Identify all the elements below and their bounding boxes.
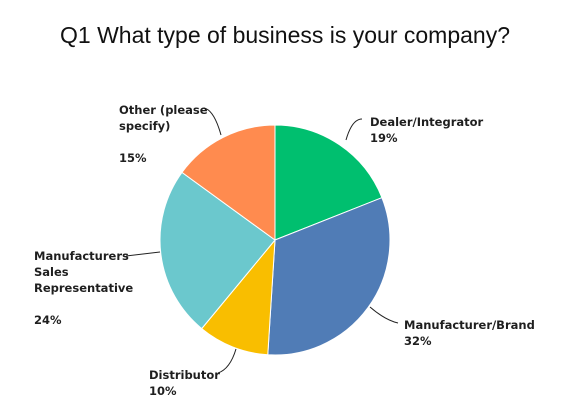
pie-slice-distributor bbox=[200, 238, 276, 356]
pie-slice-manufacturer-brand bbox=[267, 197, 391, 356]
slice-label-line: Distributor bbox=[149, 368, 220, 382]
leader-line-manufacturer-brand bbox=[369, 306, 399, 324]
slice-label-line: Representative bbox=[34, 281, 133, 295]
slice-label-other-please-specify: Other (please specify) 15% bbox=[119, 103, 208, 165]
leader-line-distributor bbox=[217, 348, 237, 374]
slice-label-distributor: Distributor 10% bbox=[149, 368, 220, 398]
slice-label-line: Dealer/Integrator bbox=[370, 115, 484, 129]
leader-lines bbox=[125, 107, 399, 374]
slice-label-line: specify) bbox=[119, 119, 170, 133]
slice-percent-label: 10% bbox=[149, 384, 177, 398]
leader-line-other-please-specify bbox=[203, 107, 222, 136]
slice-label-line: Sales bbox=[34, 265, 69, 279]
leader-line-manufacturers-sales-representative bbox=[125, 251, 161, 257]
slice-percent-label: 24% bbox=[34, 313, 62, 327]
slice-percent-label: 15% bbox=[119, 151, 147, 165]
slice-label-manufacturers-sales-representative: Manufacturers Sales Representative 24% bbox=[34, 249, 133, 327]
slice-label-line: Other (please bbox=[119, 103, 208, 117]
slice-label-line: Manufacturer/Brand bbox=[404, 318, 535, 332]
leader-line-dealer-integrator bbox=[345, 118, 363, 141]
slice-percent-label: 32% bbox=[404, 334, 432, 348]
slice-label-dealer-integrator: Dealer/Integrator 19% bbox=[370, 115, 484, 145]
slice-labels: Dealer/Integrator 19% Manufacturer/Brand 32… bbox=[34, 103, 535, 398]
slice-label-line: Manufacturers bbox=[34, 249, 129, 263]
pie-slice-other-please-specify bbox=[181, 124, 276, 241]
pie-slice-dealer-integrator bbox=[274, 124, 383, 241]
slice-label-manufacturer-brand: Manufacturer/Brand 32% bbox=[404, 318, 535, 348]
pie-slices bbox=[159, 124, 391, 356]
chart-title: Q1 What type of business is your company… bbox=[60, 22, 510, 48]
slice-percent-label: 19% bbox=[370, 131, 398, 145]
pie-slice-manufacturers-sales-representative bbox=[159, 171, 276, 330]
